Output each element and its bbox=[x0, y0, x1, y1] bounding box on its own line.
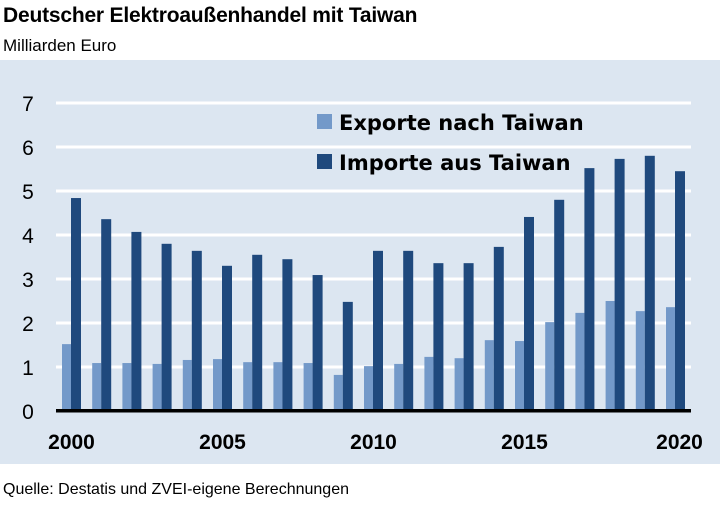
bar-imports bbox=[493, 246, 504, 411]
bar-imports bbox=[101, 219, 112, 411]
bar-exports bbox=[575, 312, 585, 411]
bar-group-2020 bbox=[666, 171, 685, 411]
y-tick-label: 3 bbox=[22, 269, 34, 292]
bar-exports bbox=[666, 307, 675, 411]
bar-group-2005 bbox=[213, 265, 232, 411]
bar-group-2010 bbox=[364, 250, 383, 411]
bar-imports bbox=[71, 198, 81, 411]
bar-group-2012 bbox=[424, 263, 444, 411]
bar-exports bbox=[515, 341, 524, 411]
legend-label-imports: Importe aus Taiwan bbox=[339, 151, 571, 175]
bar-exports bbox=[454, 358, 464, 411]
gridline bbox=[56, 101, 691, 105]
bar-exports bbox=[303, 363, 313, 411]
y-tick-label: 1 bbox=[22, 357, 34, 380]
bar-exports bbox=[152, 363, 162, 411]
bar-imports bbox=[644, 155, 655, 411]
bar-imports bbox=[403, 250, 414, 411]
bar-exports bbox=[213, 359, 222, 411]
y-tick-label: 6 bbox=[22, 137, 34, 160]
bar-exports bbox=[92, 363, 102, 411]
legend-swatch-exports bbox=[317, 114, 332, 129]
bar-group-2004 bbox=[182, 250, 202, 411]
chart-panel: 0 1 2 3 4 5 6 7 2000 2005 2010 2015 2020 Exporte na… bbox=[0, 60, 720, 464]
bar-group-2013 bbox=[454, 263, 474, 411]
source-note: Quelle: Destatis und ZVEI-eigene Berechn… bbox=[3, 481, 349, 498]
gridline bbox=[56, 233, 691, 237]
bar-exports bbox=[635, 311, 645, 411]
bar-imports bbox=[191, 250, 202, 411]
bars bbox=[62, 155, 685, 411]
x-tick-label: 2000 bbox=[48, 431, 95, 454]
bar-group-2002 bbox=[122, 231, 142, 411]
x-axis-line bbox=[56, 409, 691, 413]
y-axis-ticks: 0 1 2 3 4 5 6 7 bbox=[22, 93, 34, 424]
bar-exports bbox=[62, 344, 71, 411]
bar-exports bbox=[243, 362, 253, 411]
bar-group-2007 bbox=[273, 259, 293, 411]
y-tick-label: 2 bbox=[22, 313, 34, 336]
bar-imports bbox=[433, 263, 444, 411]
x-tick-label: 2020 bbox=[656, 431, 703, 454]
bar-imports bbox=[252, 254, 263, 411]
bar-imports bbox=[524, 216, 534, 411]
bar-imports bbox=[614, 158, 625, 411]
chart-subtitle: Milliarden Euro bbox=[3, 36, 117, 55]
bar-imports bbox=[161, 243, 172, 411]
bar-imports bbox=[312, 275, 323, 411]
bar-imports bbox=[282, 259, 293, 411]
gridline bbox=[56, 189, 691, 193]
bar-exports bbox=[273, 362, 283, 411]
bar-exports bbox=[364, 366, 373, 411]
bar-group-2018 bbox=[605, 158, 625, 411]
bar-group-2011 bbox=[394, 250, 414, 411]
bar-imports bbox=[554, 199, 565, 411]
chart-title: Deutscher Elektroaußenhandel mit Taiwan bbox=[3, 4, 418, 27]
bar-group-2019 bbox=[635, 155, 655, 411]
bar-exports bbox=[122, 363, 132, 411]
bar-group-2017 bbox=[575, 168, 595, 411]
bar-imports bbox=[675, 171, 685, 411]
bar-exports bbox=[605, 301, 615, 411]
bar-group-2008 bbox=[303, 275, 323, 411]
x-tick-label: 2005 bbox=[199, 431, 246, 454]
bar-imports bbox=[342, 301, 353, 411]
bar-exports bbox=[424, 356, 434, 411]
bar-imports bbox=[373, 250, 383, 411]
bar-group-2016 bbox=[545, 199, 565, 411]
x-tick-label: 2015 bbox=[501, 431, 548, 454]
bar-imports bbox=[222, 265, 232, 411]
bar-group-2014 bbox=[484, 246, 504, 411]
bar-group-2003 bbox=[152, 243, 172, 411]
y-tick-label: 5 bbox=[22, 181, 34, 204]
bar-group-2009 bbox=[333, 301, 353, 411]
bar-exports bbox=[545, 322, 555, 411]
y-tick-label: 7 bbox=[22, 93, 34, 116]
bar-exports bbox=[182, 359, 192, 411]
bar-imports bbox=[463, 263, 474, 411]
bar-exports bbox=[333, 374, 343, 411]
legend-swatch-imports bbox=[317, 154, 332, 169]
bar-group-2000 bbox=[62, 198, 81, 411]
legend: Exporte nach Taiwan Importe aus Taiwan bbox=[317, 111, 584, 175]
y-tick-label: 0 bbox=[22, 401, 34, 424]
y-tick-label: 4 bbox=[22, 225, 34, 248]
bar-imports bbox=[584, 168, 595, 411]
bar-exports bbox=[394, 363, 404, 411]
bar-group-2006 bbox=[243, 254, 263, 411]
bar-group-2001 bbox=[92, 219, 112, 411]
bar-exports bbox=[484, 340, 494, 411]
gridline bbox=[56, 145, 691, 149]
x-tick-label: 2010 bbox=[350, 431, 397, 454]
bar-group-2015 bbox=[515, 216, 534, 411]
bar-chart: 0 1 2 3 4 5 6 7 2000 2005 2010 2015 2020 Exporte na… bbox=[22, 93, 703, 454]
legend-label-exports: Exporte nach Taiwan bbox=[339, 111, 584, 135]
x-axis-ticks: 2000 2005 2010 2015 2020 bbox=[48, 431, 703, 454]
bar-imports bbox=[131, 231, 142, 411]
